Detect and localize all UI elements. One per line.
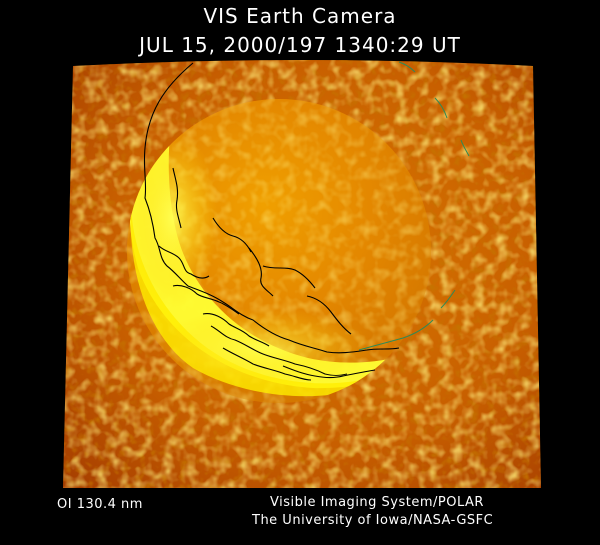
image-title: VIS Earth Camera <box>203 4 397 28</box>
wavelength-label: OI 130.4 nm <box>57 497 143 512</box>
earth-camera-image <box>63 58 541 488</box>
coastline-outlines <box>143 62 400 381</box>
aurora-crescent <box>129 99 431 389</box>
earth-disk <box>127 99 431 403</box>
instrument-credit: Visible Imaging System/POLAR <box>270 495 484 510</box>
institution-credit: The University of Iowa/NASA-GSFC <box>252 513 494 528</box>
grid-lines <box>358 61 470 351</box>
image-timestamp: JUL 15, 2000/197 1340:29 UT <box>139 33 461 57</box>
